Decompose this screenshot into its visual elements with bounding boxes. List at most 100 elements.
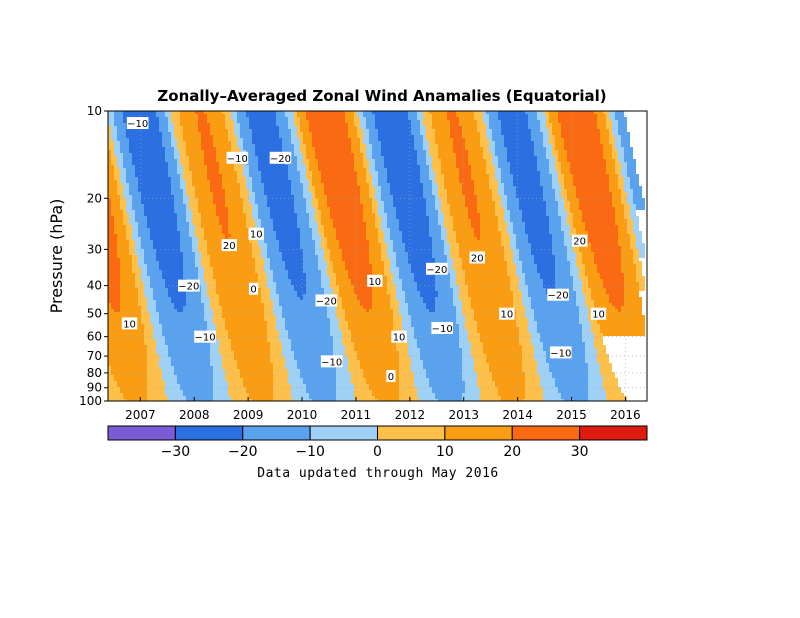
contour-band xyxy=(414,144,423,147)
contour-band xyxy=(558,180,564,183)
contour-band xyxy=(408,351,420,354)
contour-band xyxy=(453,294,459,297)
contour-band xyxy=(417,345,459,348)
contour-band xyxy=(204,159,216,162)
contour-band xyxy=(309,180,312,183)
contour-band xyxy=(138,264,147,267)
contour-band xyxy=(627,228,633,231)
contour-band xyxy=(339,321,348,324)
contour-band xyxy=(402,234,429,237)
contour-band xyxy=(429,381,465,384)
contour-band xyxy=(108,141,114,144)
contour-band xyxy=(372,201,378,204)
contour-band xyxy=(585,354,597,357)
contour-band xyxy=(549,114,558,117)
contour-band xyxy=(354,396,375,399)
contour-band xyxy=(378,231,384,234)
contour-band xyxy=(126,399,147,401)
contour-band xyxy=(615,114,624,117)
contour-band xyxy=(231,399,252,401)
contour-band xyxy=(402,282,417,285)
contour-band xyxy=(576,291,582,294)
contour-band xyxy=(225,234,231,237)
contour-band xyxy=(132,270,141,273)
contour-band xyxy=(267,339,279,342)
contour-band xyxy=(462,192,474,195)
contour-band xyxy=(300,231,312,234)
contour-band xyxy=(603,378,618,381)
contour-band xyxy=(243,207,252,210)
contour-band xyxy=(396,213,426,216)
contour-band xyxy=(483,351,522,354)
contour-band xyxy=(480,237,501,240)
contour-band xyxy=(300,180,309,183)
contour-band xyxy=(522,294,528,297)
contour-band xyxy=(108,204,111,207)
contour-band xyxy=(411,315,456,318)
contour-band xyxy=(417,153,426,156)
contour-band xyxy=(471,342,483,345)
contour-band xyxy=(258,273,267,276)
contour-band xyxy=(318,231,324,234)
contour-band xyxy=(399,357,411,360)
contour-band xyxy=(330,333,342,336)
contour-band xyxy=(447,192,462,195)
contour-band xyxy=(192,237,198,240)
contour-band xyxy=(630,216,639,219)
contour-band xyxy=(216,159,234,162)
contour-band xyxy=(114,147,120,150)
contour-band xyxy=(573,216,582,219)
contour-band xyxy=(630,243,636,246)
contour-band xyxy=(204,228,222,231)
contour-band xyxy=(351,150,360,153)
contour-band xyxy=(390,183,423,186)
contour-band xyxy=(456,273,465,276)
contour-band xyxy=(339,324,348,327)
contour-band xyxy=(117,162,123,165)
contour-band xyxy=(519,333,531,336)
contour-band xyxy=(585,360,597,363)
contour-band xyxy=(135,171,168,174)
contour-band xyxy=(192,213,201,216)
contour-band xyxy=(120,204,126,207)
contour-band xyxy=(552,186,561,189)
contour-band xyxy=(510,279,519,282)
contour-band xyxy=(528,120,540,123)
contour-band xyxy=(360,366,399,369)
contour-band xyxy=(111,126,117,129)
contour-band xyxy=(372,303,390,306)
contour-band xyxy=(219,294,261,297)
contour-band xyxy=(120,303,138,306)
contour-band xyxy=(396,294,405,297)
contour-band xyxy=(219,222,228,225)
contour-band xyxy=(126,174,135,177)
contour-band xyxy=(501,180,513,183)
contour-band xyxy=(603,156,612,159)
contour-band xyxy=(207,324,216,327)
contour-band xyxy=(204,306,210,309)
contour-band xyxy=(594,303,612,306)
contour-band xyxy=(567,159,606,162)
contour-band xyxy=(162,270,183,273)
contour-band xyxy=(333,300,342,303)
contour-band xyxy=(186,294,201,297)
contour-band xyxy=(555,141,564,144)
contour-band xyxy=(399,306,408,309)
contour-band xyxy=(369,240,378,243)
contour-band xyxy=(480,231,501,234)
contour-band xyxy=(234,168,243,171)
contour-band xyxy=(174,147,177,150)
contour-band xyxy=(141,201,174,204)
contour-band xyxy=(429,378,462,381)
contour-band xyxy=(120,147,129,150)
contour-band xyxy=(540,177,552,180)
contour-band xyxy=(615,162,621,165)
contour-band xyxy=(435,276,450,279)
contour-band xyxy=(426,135,435,138)
contour-band xyxy=(462,267,507,270)
contour-band xyxy=(111,207,120,210)
contour-band xyxy=(261,180,291,183)
contour-band xyxy=(423,297,435,300)
contour-band xyxy=(174,198,183,201)
contour-band xyxy=(114,177,120,180)
